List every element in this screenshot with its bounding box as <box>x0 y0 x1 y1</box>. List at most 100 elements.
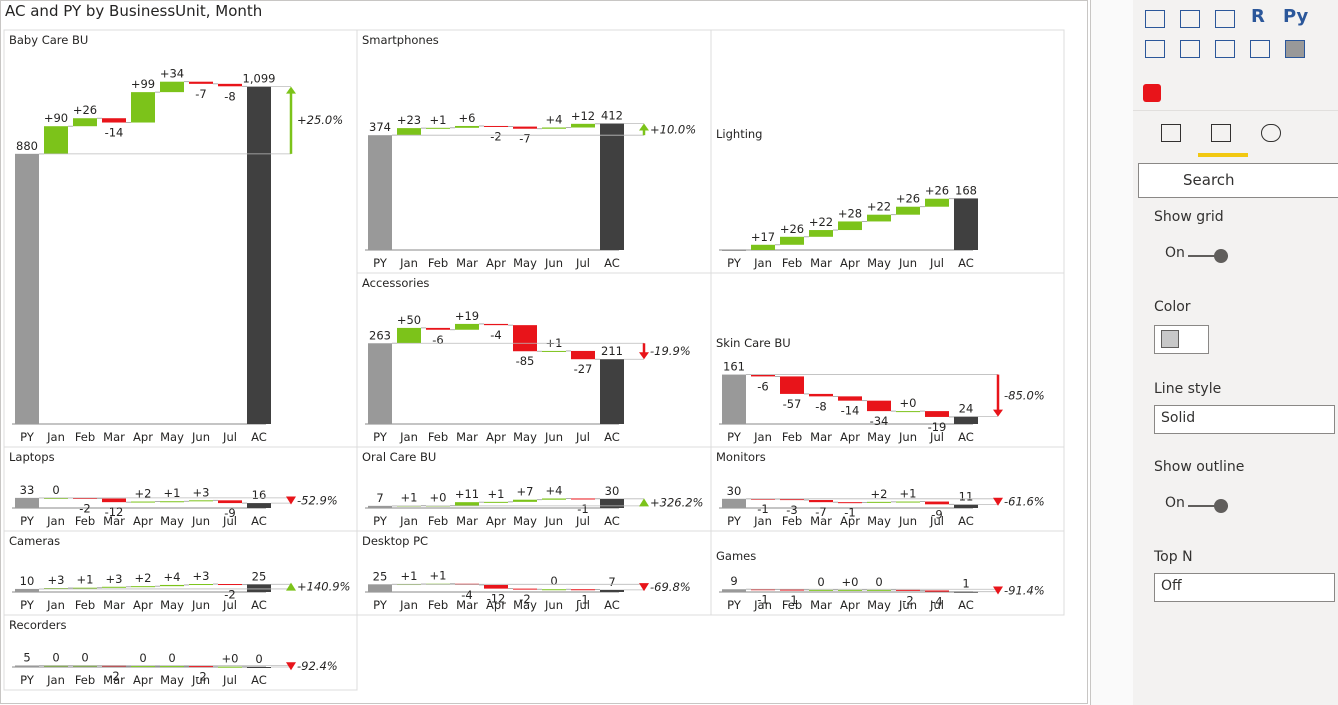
data-label: +6 <box>459 111 476 125</box>
total-bar <box>954 591 978 593</box>
icon[interactable] <box>1250 40 1270 58</box>
delta-bar <box>867 214 891 222</box>
category-label: Jul <box>222 673 237 687</box>
data-label: -2 <box>224 588 235 602</box>
category-label: AC <box>604 256 620 270</box>
icon[interactable] <box>1285 40 1305 58</box>
category-label: Mar <box>456 514 478 528</box>
delta-bar <box>925 411 949 417</box>
toggle[interactable] <box>1188 249 1228 263</box>
data-label: +1 <box>401 491 418 505</box>
category-label: Jan <box>46 514 65 528</box>
data-label: -1 <box>577 593 588 607</box>
delta-bar <box>189 500 213 502</box>
category-label: PY <box>727 430 742 444</box>
data-label: +2 <box>135 571 152 585</box>
analytics-tab[interactable] <box>1261 124 1281 142</box>
py-visual-icon[interactable]: Py <box>1283 6 1309 27</box>
data-label: 0 <box>81 650 88 664</box>
category-label: Jun <box>191 514 210 528</box>
color-picker[interactable] <box>1154 325 1209 354</box>
icon[interactable] <box>1180 10 1200 28</box>
delta-bar <box>838 221 862 231</box>
category-label: AC <box>958 514 974 528</box>
data-label: +1 <box>77 573 94 587</box>
data-label: +7 <box>517 485 534 499</box>
total-bar <box>15 497 39 508</box>
delta-bar <box>426 327 450 330</box>
delta-bar <box>484 501 508 503</box>
delta-bar <box>896 501 920 503</box>
data-label: -12 <box>105 505 124 519</box>
category-label: Mar <box>810 256 832 270</box>
delta-bar <box>571 498 595 500</box>
category-label: AC <box>251 673 267 687</box>
delta-bar <box>896 589 920 591</box>
icon[interactable] <box>1145 10 1165 28</box>
setting-label: Show grid <box>1154 209 1224 225</box>
icon[interactable] <box>1215 40 1235 58</box>
r-visual-icon[interactable]: R <box>1251 6 1265 27</box>
category-label: Apr <box>840 256 860 270</box>
custom-visual-icon[interactable] <box>1143 84 1161 102</box>
category-label: Apr <box>840 430 860 444</box>
delta-bar <box>131 501 155 503</box>
icon[interactable] <box>1180 40 1200 58</box>
delta-bar <box>189 81 213 84</box>
category-label: PY <box>727 256 742 270</box>
delta-bar <box>513 325 537 352</box>
delta-bar <box>102 665 126 667</box>
total-bar <box>600 123 624 250</box>
delta-bar <box>542 589 566 591</box>
category-label: Apr <box>840 514 860 528</box>
variance-label: -69.8% <box>650 580 691 594</box>
category-label: PY <box>727 514 742 528</box>
total-bar <box>15 665 39 667</box>
category-label: Feb <box>782 598 802 612</box>
panel-title: Smartphones <box>362 33 439 47</box>
format-tab[interactable] <box>1211 124 1231 142</box>
dropdown[interactable]: Solid <box>1154 405 1335 434</box>
data-label: -7 <box>519 132 530 146</box>
data-label: +23 <box>397 113 421 127</box>
report-canvas: AC and PY by BusinessUnit, Month Baby Ca… <box>0 0 1088 704</box>
icon[interactable] <box>1215 10 1235 28</box>
fields-tab[interactable] <box>1161 124 1181 142</box>
category-label: AC <box>251 598 267 612</box>
delta-bar <box>484 125 508 127</box>
data-label: -14 <box>841 404 860 418</box>
dropdown[interactable]: Off <box>1154 573 1335 602</box>
variance-arrow <box>993 497 1003 506</box>
data-label: -85 <box>516 354 535 368</box>
category-label: Apr <box>133 598 153 612</box>
data-label: +99 <box>131 77 155 91</box>
category-label: Mar <box>810 598 832 612</box>
panel-title: Recorders <box>9 618 67 632</box>
data-label: 7 <box>376 491 383 505</box>
delta-bar <box>838 502 862 504</box>
delta-bar <box>73 665 97 667</box>
delta-bar <box>809 589 833 591</box>
delta-bar <box>189 666 213 668</box>
toggle[interactable] <box>1188 499 1228 513</box>
data-label: 25 <box>252 569 267 583</box>
data-label: +17 <box>751 230 775 244</box>
data-label: +1 <box>164 486 181 500</box>
search-box[interactable]: Search <box>1138 163 1338 198</box>
data-label: -2 <box>902 593 913 607</box>
panel-title: Oral Care BU <box>362 450 436 464</box>
category-label: PY <box>20 430 35 444</box>
delta-bar <box>571 350 595 360</box>
icon[interactable] <box>1145 40 1165 58</box>
panel-border <box>710 530 1065 616</box>
category-label: Mar <box>810 430 832 444</box>
category-label: May <box>513 430 537 444</box>
delta-bar <box>218 83 242 87</box>
panel-title: Skin Care BU <box>716 336 791 350</box>
category-label: Jan <box>399 430 418 444</box>
delta-bar <box>426 127 450 129</box>
data-label: 1,099 <box>243 72 276 86</box>
category-label: PY <box>373 514 388 528</box>
category-label: Jun <box>898 514 917 528</box>
delta-bar <box>44 588 68 590</box>
